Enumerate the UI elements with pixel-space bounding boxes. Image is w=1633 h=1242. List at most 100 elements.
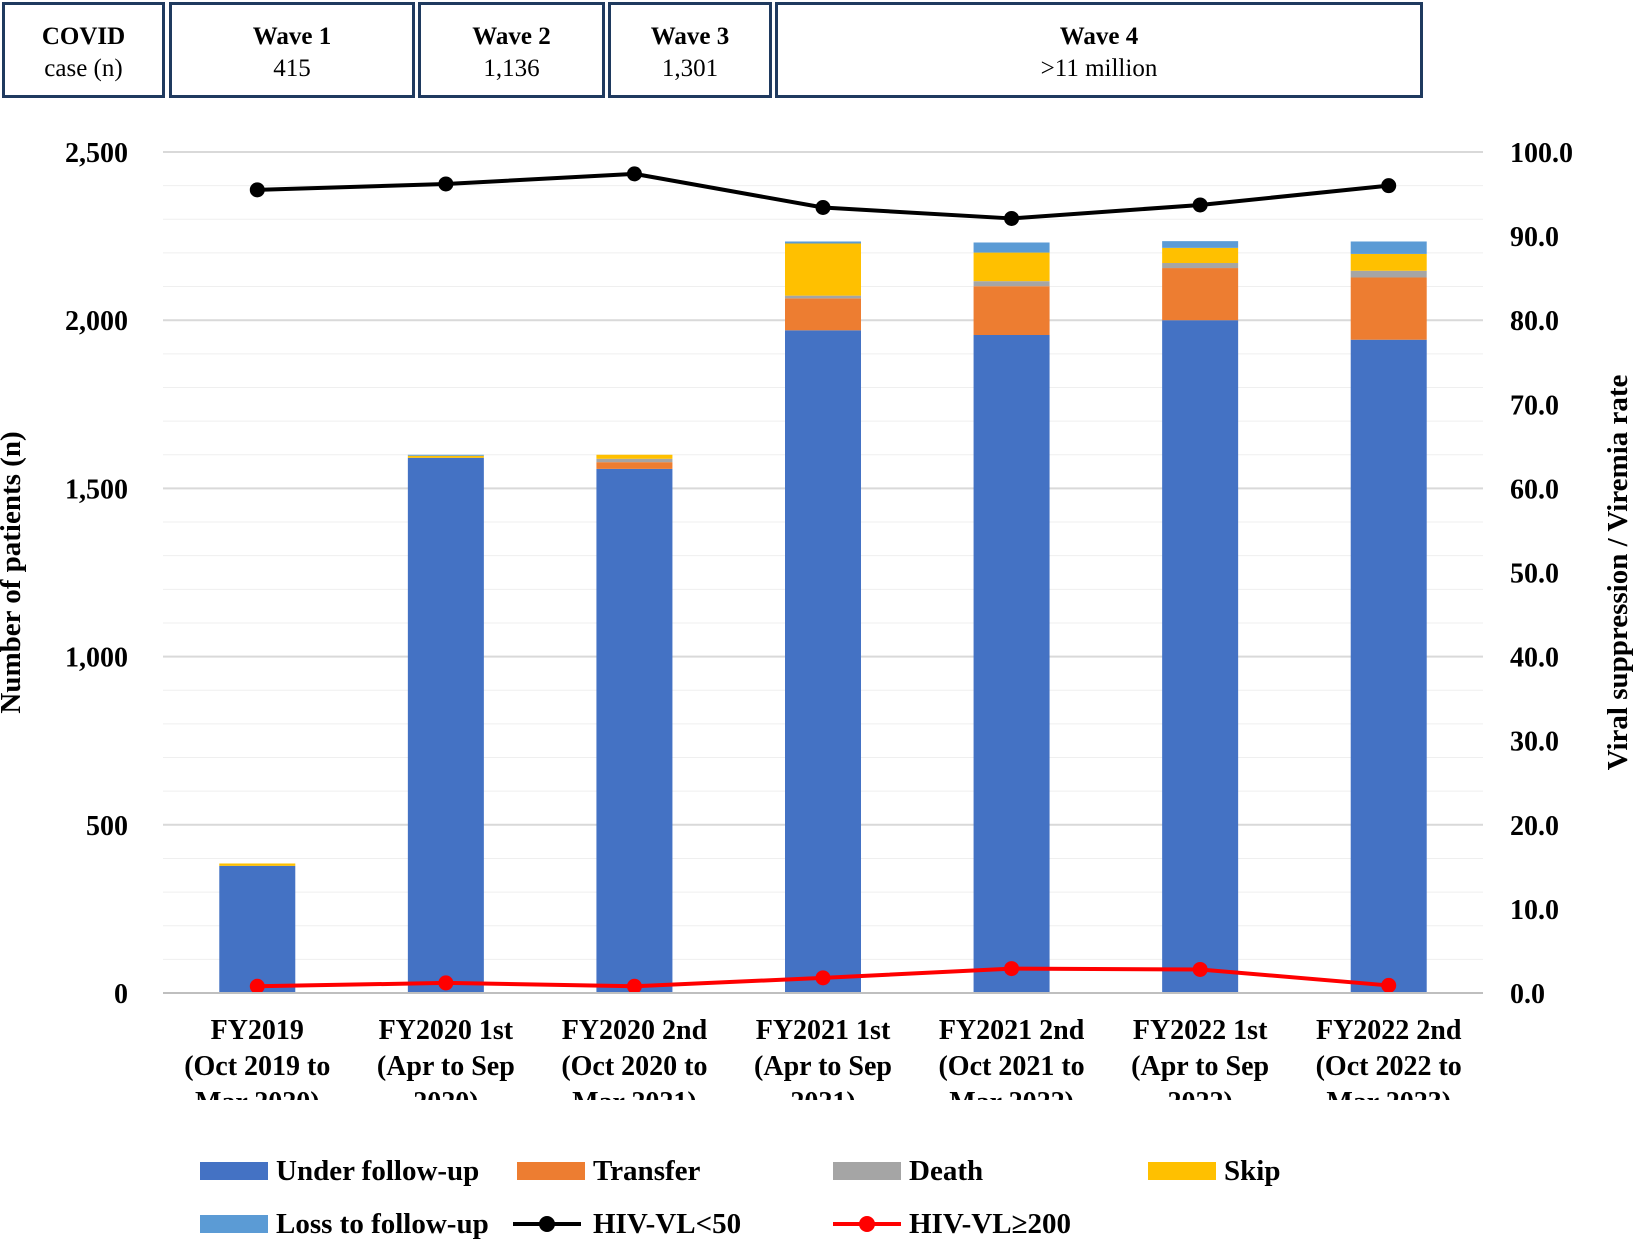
x-tick-label: (Apr to Sep <box>1131 1051 1269 1082</box>
y-tick-label-right: 90.0 <box>1510 222 1559 253</box>
bar-death-5 <box>1162 263 1239 269</box>
y-axis-title-right: Viral suppression / Viremia rate <box>1602 374 1633 770</box>
legend-label-transfer: Transfer <box>593 1155 701 1187</box>
rate-lines <box>249 166 1397 994</box>
x-tick-label: (Oct 2021 to <box>938 1051 1084 1082</box>
legend-marker-hiv-vl-50 <box>539 1216 555 1232</box>
covid-case-header: COVID case (n) <box>2 2 165 98</box>
wave-4-label: Wave 4 <box>1059 23 1139 50</box>
legend-swatch-death <box>833 1162 901 1180</box>
x-tick-label: FY2020 1st <box>379 1015 514 1046</box>
legend-label-under-follow-up: Under follow-up <box>276 1155 480 1187</box>
x-tick-label: (Oct 2022 to <box>1316 1051 1462 1082</box>
bar-loss-to-follow-up-3 <box>785 241 861 244</box>
bar-under-follow-up-1 <box>407 457 484 993</box>
legend-label-hiv-vl-200: HIV-VL≥200 <box>909 1208 1071 1240</box>
x-tick-label: FY2021 2nd <box>939 1015 1085 1046</box>
x-tick-label: FY2022 2nd <box>1316 1015 1462 1046</box>
bar-under-follow-up-2 <box>596 468 673 993</box>
x-tick-label: FY2019 <box>211 1015 304 1046</box>
line-point-1-1 <box>438 975 454 991</box>
bar-transfer-2 <box>596 462 673 469</box>
line-point-0-1 <box>438 176 454 192</box>
bar-skip-0 <box>219 863 296 866</box>
wave-2-cases: 1,136 <box>483 55 540 82</box>
bar-loss-to-follow-up-1 <box>407 454 484 456</box>
line-point-1-0 <box>249 978 265 994</box>
y-tick-label-right: 30.0 <box>1510 727 1559 758</box>
bar-skip-6 <box>1350 253 1427 271</box>
y-tick-label-right: 70.0 <box>1510 390 1559 421</box>
x-tick-label: (Apr to Sep <box>377 1051 515 1082</box>
line-point-0-0 <box>249 182 265 198</box>
bar-loss-to-follow-up-5 <box>1162 241 1239 248</box>
y-tick-label-right: 80.0 <box>1510 306 1559 337</box>
covid-header-title: COVID <box>41 23 126 50</box>
y-tick-label-left: 0 <box>114 979 128 1010</box>
x-tick-label: Mar 2023) <box>1326 1087 1451 1100</box>
y-tick-label-left: 2,500 <box>65 138 128 169</box>
line-point-1-2 <box>626 978 642 994</box>
bar-transfer-3 <box>785 298 861 331</box>
wave-3-cases: 1,301 <box>661 55 719 82</box>
legend-label-death: Death <box>909 1155 984 1187</box>
y-tick-label-right: 100.0 <box>1510 138 1573 169</box>
x-tick-label: (Oct 2020 to <box>561 1051 707 1082</box>
y-tick-label-right: 60.0 <box>1510 474 1559 505</box>
bar-skip-5 <box>1162 247 1239 264</box>
line-point-0-4 <box>1004 210 1020 226</box>
x-tick-label: Mar 2022) <box>949 1087 1074 1100</box>
bar-under-follow-up-3 <box>785 330 861 993</box>
bar-death-3 <box>785 295 861 299</box>
bar-skip-2 <box>596 454 673 459</box>
y-tick-label-right: 0.0 <box>1510 979 1545 1010</box>
legend-label-skip: Skip <box>1224 1155 1281 1187</box>
x-tick-label: 2021) <box>790 1087 855 1100</box>
y-tick-label-left: 1,000 <box>65 643 128 674</box>
legend-label-loss-to-follow-up: Loss to follow-up <box>276 1208 489 1240</box>
line-point-1-5 <box>1192 961 1208 977</box>
y-axis-title-left: Number of patients (n) <box>0 431 27 713</box>
line-point-0-6 <box>1381 178 1397 194</box>
legend-swatch-skip <box>1148 1162 1216 1180</box>
line-point-0-3 <box>815 200 831 216</box>
y-tick-label-left: 1,500 <box>65 474 128 505</box>
y-tick-label-right: 40.0 <box>1510 643 1559 674</box>
wave-4-box: Wave 4 >11 million <box>775 2 1423 98</box>
x-tick-label: (Apr to Sep <box>754 1051 892 1082</box>
stacked-bars <box>219 241 1427 994</box>
x-tick-label: (Oct 2019 to <box>184 1051 330 1082</box>
bar-skip-1 <box>407 455 484 458</box>
wave-1-box: Wave 1 415 <box>169 2 415 98</box>
legend-swatch-under-follow-up <box>200 1162 268 1180</box>
bar-skip-4 <box>973 252 1050 282</box>
bar-skip-3 <box>785 243 861 296</box>
line-point-1-6 <box>1381 977 1397 993</box>
x-tick-label: Mar 2020) <box>195 1087 320 1100</box>
line-point-0-5 <box>1192 197 1208 213</box>
bar-under-follow-up-0 <box>219 865 296 993</box>
bar-death-4 <box>973 281 1050 287</box>
bar-loss-to-follow-up-6 <box>1350 241 1427 254</box>
x-tick-label: FY2020 2nd <box>562 1015 708 1046</box>
axes: 0 500 1,000 1,500 2,000 2,500 0.0 10.0 20.0 30.0 4… <box>0 138 1633 1100</box>
line-point-0-2 <box>626 166 642 182</box>
line-point-1-4 <box>1004 961 1020 977</box>
legend-swatch-transfer <box>517 1162 585 1180</box>
wave-1-cases: 415 <box>273 55 311 82</box>
wave-4-cases: >11 million <box>1040 55 1158 82</box>
covid-header-subtitle: case (n) <box>44 55 123 82</box>
y-tick-label-right: 10.0 <box>1510 895 1559 926</box>
x-tick-label: 2022) <box>1167 1087 1232 1100</box>
wave-3-label: Wave 3 <box>650 23 730 50</box>
x-tick-label: 2020) <box>413 1087 478 1100</box>
bar-under-follow-up-4 <box>973 335 1050 993</box>
bar-loss-to-follow-up-4 <box>973 242 1050 253</box>
legend-label-hiv-vl-50: HIV-VL<50 <box>593 1208 742 1240</box>
bar-death-6 <box>1350 270 1427 278</box>
y-tick-label-left: 2,000 <box>65 306 128 337</box>
bar-transfer-6 <box>1350 277 1427 340</box>
wave-1-label: Wave 1 <box>252 23 332 50</box>
legend-marker-hiv-vl-200 <box>859 1216 875 1232</box>
bar-transfer-5 <box>1162 268 1239 321</box>
